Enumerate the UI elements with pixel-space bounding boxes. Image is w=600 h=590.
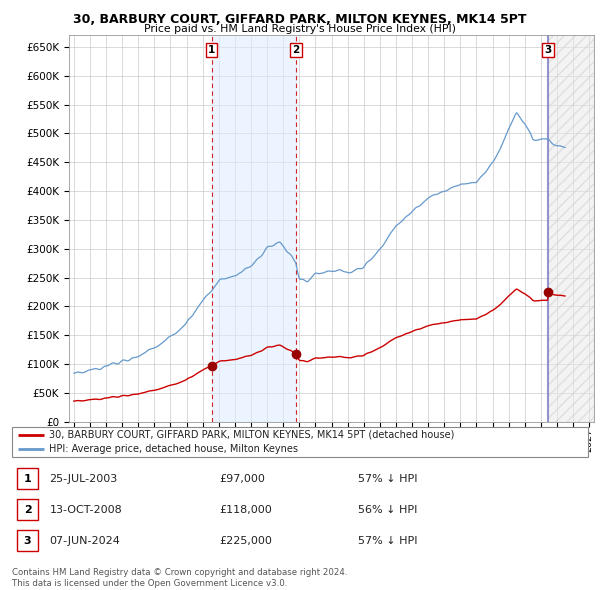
Text: £97,000: £97,000 bbox=[220, 474, 265, 484]
Text: Price paid vs. HM Land Registry's House Price Index (HPI): Price paid vs. HM Land Registry's House … bbox=[144, 24, 456, 34]
Text: 2: 2 bbox=[292, 45, 299, 55]
Text: 1: 1 bbox=[23, 474, 31, 484]
Text: 13-OCT-2008: 13-OCT-2008 bbox=[49, 505, 122, 514]
Text: 57% ↓ HPI: 57% ↓ HPI bbox=[358, 536, 417, 546]
Text: 57% ↓ HPI: 57% ↓ HPI bbox=[358, 474, 417, 484]
Text: 3: 3 bbox=[544, 45, 551, 55]
Text: 30, BARBURY COURT, GIFFARD PARK, MILTON KEYNES, MK14 5PT (detached house): 30, BARBURY COURT, GIFFARD PARK, MILTON … bbox=[49, 430, 455, 440]
Text: £118,000: £118,000 bbox=[220, 505, 272, 514]
Text: 30, BARBURY COURT, GIFFARD PARK, MILTON KEYNES, MK14 5PT: 30, BARBURY COURT, GIFFARD PARK, MILTON … bbox=[73, 13, 527, 26]
Text: HPI: Average price, detached house, Milton Keynes: HPI: Average price, detached house, Milt… bbox=[49, 444, 298, 454]
Text: Contains HM Land Registry data © Crown copyright and database right 2024.
This d: Contains HM Land Registry data © Crown c… bbox=[12, 568, 347, 588]
Text: 3: 3 bbox=[24, 536, 31, 546]
Text: 07-JUN-2024: 07-JUN-2024 bbox=[49, 536, 121, 546]
FancyBboxPatch shape bbox=[17, 530, 38, 551]
Text: 25-JUL-2003: 25-JUL-2003 bbox=[49, 474, 118, 484]
FancyBboxPatch shape bbox=[17, 468, 38, 489]
Text: £225,000: £225,000 bbox=[220, 536, 272, 546]
Text: 56% ↓ HPI: 56% ↓ HPI bbox=[358, 505, 417, 514]
FancyBboxPatch shape bbox=[17, 499, 38, 520]
Text: 1: 1 bbox=[208, 45, 215, 55]
FancyBboxPatch shape bbox=[12, 427, 588, 457]
Text: 2: 2 bbox=[23, 505, 31, 514]
